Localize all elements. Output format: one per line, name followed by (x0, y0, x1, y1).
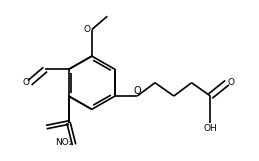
Text: O: O (228, 78, 235, 87)
Text: O: O (84, 25, 91, 34)
Text: NO₂: NO₂ (55, 138, 73, 147)
Text: O: O (133, 86, 141, 96)
Text: OH: OH (204, 124, 217, 133)
Text: O: O (22, 78, 29, 87)
